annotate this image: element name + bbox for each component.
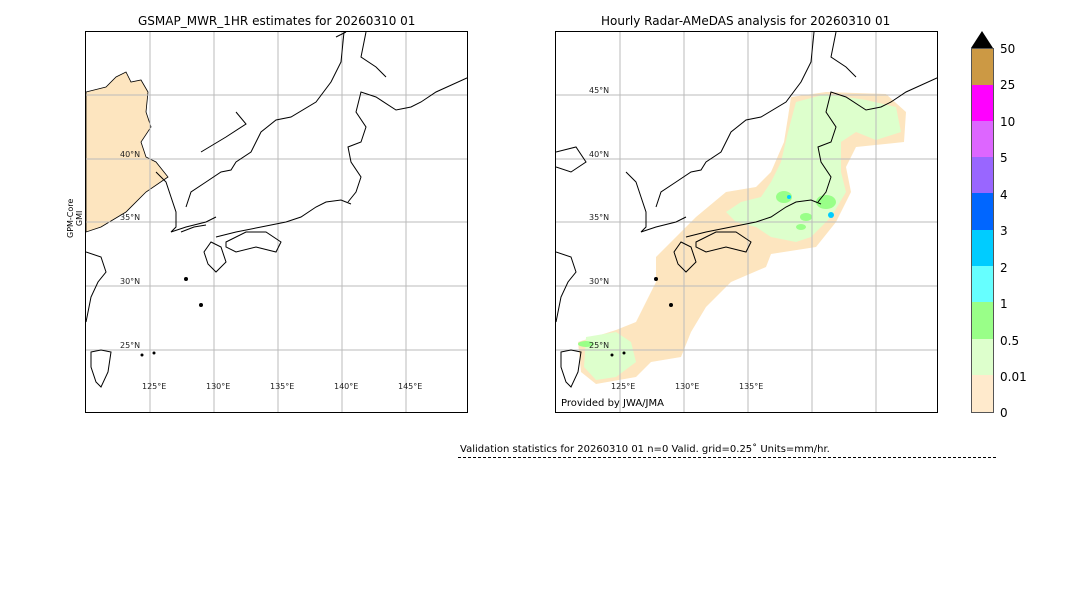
colorbar-bin-0.5-1 [972, 302, 993, 339]
colorbar-label: 0 [1000, 406, 1008, 420]
right-map-title: Hourly Radar-AMeDAS analysis for 2026031… [601, 14, 891, 28]
lon-label-145e: 145°E [398, 382, 423, 391]
colorbar-label: 10 [1000, 115, 1016, 129]
colorbar-bin-10-25 [972, 85, 993, 121]
lat-label-25n: 25°N [589, 341, 610, 350]
colorbar-bin-0-0.01 [972, 375, 993, 412]
lon-label-125e: 125°E [611, 382, 636, 391]
colorbar-bin-5-10 [972, 121, 993, 157]
lon-label-130e: 130°E [206, 382, 231, 391]
colorbar-label: 50 [1000, 42, 1016, 56]
colorbar-label: 25 [1000, 78, 1016, 92]
lat-label-30n: 30°N [589, 277, 610, 286]
lat-label-25n: 25°N [120, 341, 141, 350]
colorbar-bin-4-5 [972, 157, 993, 193]
colorbar-bin-2-3 [972, 230, 993, 266]
validation-statistics: Validation statistics for 20260310 01 n=… [460, 444, 830, 455]
satellite-sensor-label: GPM-Core GMI [66, 199, 84, 238]
lon-label-130e: 130°E [675, 382, 700, 391]
satellite-label: GPM-Core [66, 198, 75, 238]
lon-label-135e: 135°E [739, 382, 764, 391]
right-map: Provided by JWA/JMA [555, 31, 938, 413]
colorbar-label: 0.01 [1000, 370, 1027, 384]
colorbar-label: 4 [1000, 188, 1008, 202]
right-map-graphic [556, 32, 937, 412]
colorbar-label: 0.5 [1000, 334, 1020, 348]
lat-label-35n: 35°N [120, 213, 141, 222]
lat-label-45n: 45°N [589, 86, 610, 95]
colorbar-bin-1-2 [972, 266, 993, 302]
validation-divider [458, 457, 996, 458]
lon-label-140e: 140°E [334, 382, 359, 391]
lat-label-40n: 40°N [120, 150, 141, 159]
colorbar-bin-25-50 [972, 49, 993, 85]
colorbar-label: 3 [1000, 224, 1008, 238]
colorbar [971, 48, 994, 413]
left-map [85, 31, 468, 413]
colorbar-label: 1 [1000, 297, 1008, 311]
lat-label-30n: 30°N [120, 277, 141, 286]
colorbar-bin-3-4 [972, 193, 993, 230]
colorbar-label: 5 [1000, 151, 1008, 165]
left-map-graphic [86, 32, 467, 412]
lon-label-125e: 125°E [142, 382, 167, 391]
data-credit: Provided by JWA/JMA [561, 398, 664, 409]
lon-label-135e: 135°E [270, 382, 295, 391]
lat-label-35n: 35°N [589, 213, 610, 222]
left-map-title: GSMAP_MWR_1HR estimates for 20260310 01 [138, 14, 416, 28]
colorbar-label: 2 [1000, 261, 1008, 275]
colorbar-bin-0.01-0.5 [972, 339, 993, 375]
colorbar-extend-arrow [971, 31, 993, 48]
lat-label-40n: 40°N [589, 150, 610, 159]
sensor-label: GMI [75, 210, 84, 227]
